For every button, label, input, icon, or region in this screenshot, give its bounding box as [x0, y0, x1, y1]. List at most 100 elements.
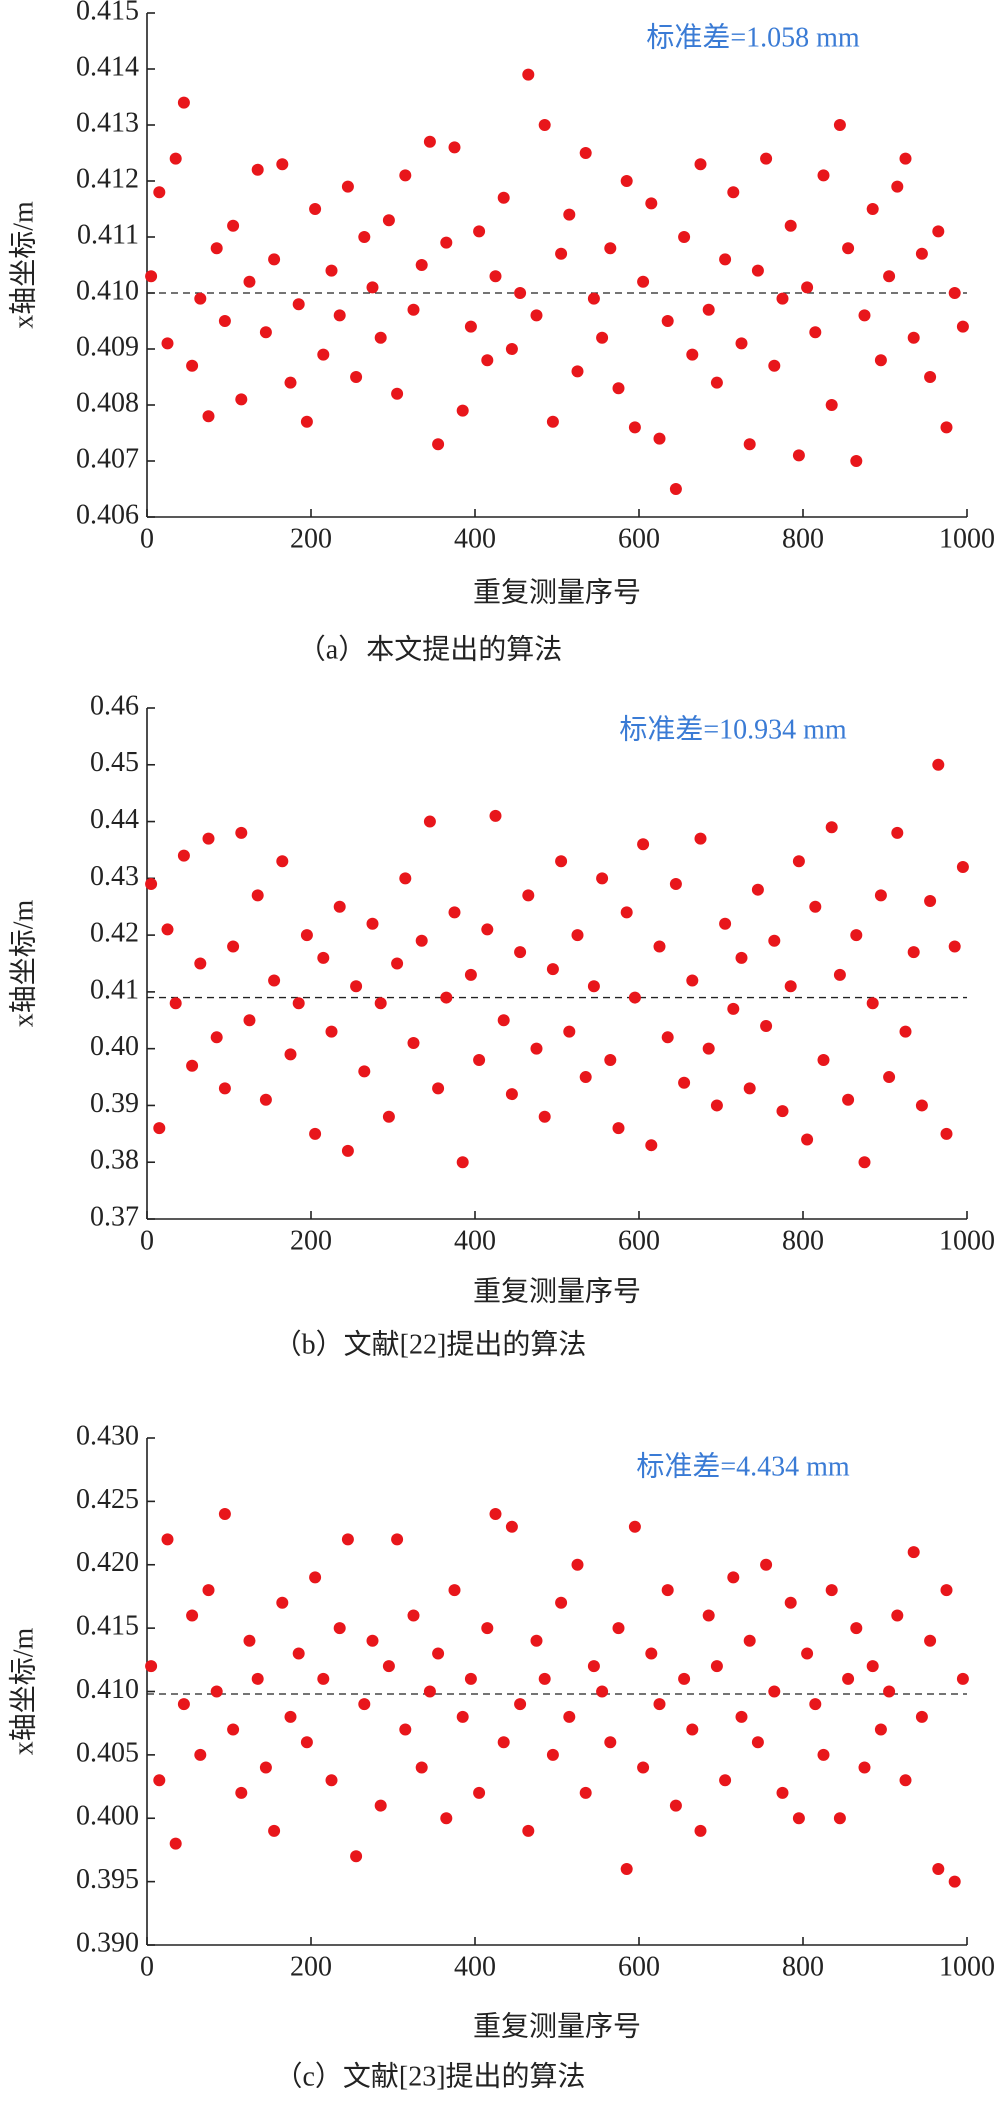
point: [522, 68, 535, 81]
point: [792, 1812, 805, 1825]
point: [907, 1546, 920, 1559]
x-tick-label: 1000: [939, 1225, 995, 1256]
point: [546, 415, 559, 428]
point: [177, 1698, 190, 1711]
point: [563, 1710, 576, 1723]
point: [300, 415, 313, 428]
point: [415, 934, 428, 947]
point: [284, 1048, 297, 1061]
point: [587, 292, 600, 305]
point: [956, 1672, 969, 1685]
point: [415, 259, 428, 271]
point: [678, 231, 691, 243]
point: [202, 832, 215, 845]
point: [169, 997, 182, 1010]
point: [743, 1082, 756, 1095]
point: [194, 292, 207, 305]
point: [661, 315, 674, 327]
point: [760, 1558, 773, 1571]
point: [571, 365, 584, 378]
point: [579, 1786, 592, 1799]
point: [145, 878, 158, 891]
y-tick-label: 0.43: [90, 861, 139, 892]
point: [555, 1596, 568, 1609]
point: [546, 963, 559, 976]
point: [259, 326, 272, 339]
point: [784, 1596, 797, 1609]
point: [391, 387, 404, 400]
point: [415, 1761, 428, 1774]
point: [153, 1122, 166, 1135]
point: [686, 348, 699, 361]
point: [825, 821, 838, 834]
point: [842, 1093, 855, 1106]
point: [440, 1812, 453, 1825]
point: [456, 1156, 469, 1169]
point: [374, 331, 387, 344]
point: [628, 421, 641, 434]
point: [719, 917, 732, 930]
point: [341, 1144, 354, 1157]
point: [932, 225, 945, 238]
point: [596, 1685, 609, 1698]
point: [276, 158, 289, 171]
point: [563, 1025, 576, 1038]
point: [407, 1609, 420, 1622]
point: [276, 855, 289, 868]
point: [161, 337, 174, 350]
point: [350, 1850, 363, 1863]
point: [227, 219, 240, 232]
point: [760, 1019, 773, 1032]
point: [382, 1110, 395, 1123]
point: [883, 1071, 896, 1084]
point: [505, 1520, 518, 1533]
point: [948, 287, 961, 299]
point: [202, 1584, 215, 1597]
point: [350, 980, 363, 993]
x-tick-label: 800: [782, 1225, 824, 1256]
point: [940, 1584, 953, 1597]
point: [243, 275, 256, 288]
point: [382, 1660, 395, 1673]
point: [423, 1685, 436, 1698]
point: [399, 872, 412, 885]
point: [317, 951, 330, 964]
x-tick-label: 400: [454, 1225, 496, 1256]
x-tick-label: 800: [782, 523, 824, 554]
y-tick-label: 0.407: [76, 443, 139, 474]
x-tick-label: 400: [454, 1951, 496, 1982]
point: [694, 1824, 707, 1837]
y-axis-label: x轴坐标/m: [7, 201, 39, 329]
x-tick-label: 0: [140, 1951, 154, 1982]
point: [514, 287, 527, 299]
point: [530, 1634, 543, 1647]
point: [924, 895, 937, 908]
point: [432, 1647, 445, 1660]
x-tick-label: 1000: [939, 1951, 995, 1982]
point: [792, 449, 805, 462]
point: [202, 410, 215, 423]
point: [366, 917, 379, 930]
y-axis-label: x轴坐标/m: [7, 900, 39, 1028]
point: [153, 1774, 166, 1787]
point: [227, 940, 240, 953]
point: [399, 1723, 412, 1736]
point: [464, 968, 477, 981]
point: [866, 997, 879, 1010]
point: [423, 815, 436, 828]
y-tick-label: 0.409: [76, 331, 139, 362]
y-tick-label: 0.412: [76, 163, 139, 194]
point: [702, 1042, 715, 1055]
point: [522, 1824, 535, 1837]
point: [899, 1774, 912, 1787]
point: [678, 1076, 691, 1089]
point: [940, 421, 953, 434]
point: [842, 1672, 855, 1685]
point: [497, 1736, 510, 1749]
point: [210, 1031, 223, 1044]
point: [309, 203, 322, 215]
y-tick-label: 0.395: [76, 1864, 139, 1895]
point: [612, 1622, 625, 1635]
point: [292, 997, 305, 1010]
point: [587, 1660, 600, 1673]
